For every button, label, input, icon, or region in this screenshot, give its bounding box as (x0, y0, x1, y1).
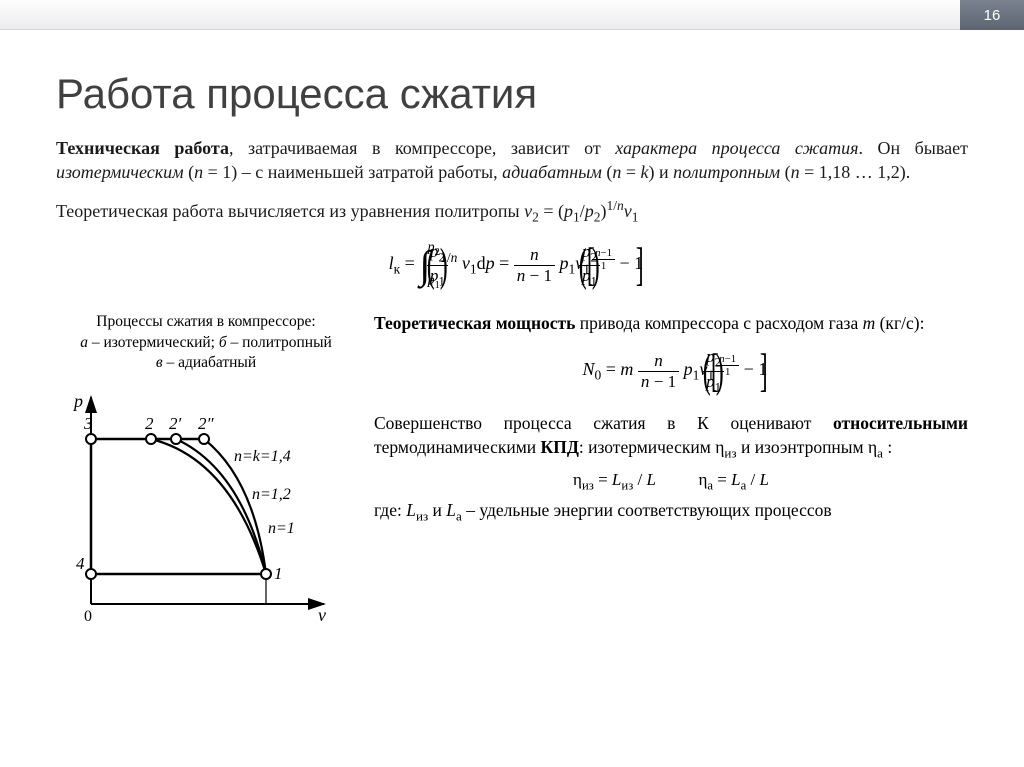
text-where: где: Lиз и Lа – удельные энергии соответ… (374, 499, 968, 525)
svg-text:1: 1 (274, 564, 283, 583)
svg-text:n=1,2: n=1,2 (252, 486, 291, 503)
header-bg-left (0, 0, 960, 30)
text-kpd: Совершенство процесса сжатия в К оценива… (374, 412, 968, 462)
slide-header: 16 (0, 0, 1024, 30)
equation-work: lк = ∫p1p2 (p2p1)1/n v1dp = nn − 1 p1v1 … (56, 238, 968, 292)
page-number: 16 (960, 0, 1024, 30)
svg-text:n=1: n=1 (268, 520, 295, 537)
svg-text:2″: 2″ (198, 414, 215, 433)
svg-text:0: 0 (84, 608, 92, 625)
svg-text:2′: 2′ (169, 414, 182, 433)
slide-title: Работа процесса сжатия (56, 70, 968, 118)
svg-text:v: v (318, 605, 326, 625)
svg-text:3: 3 (83, 414, 93, 433)
equation-eta: ηиз = Lиз / L ηа = Lа / L (374, 470, 968, 493)
paragraph-polytrope: Теоретическая работа вычисляется из урав… (56, 197, 968, 227)
svg-text:p: p (72, 391, 83, 411)
paragraph-intro: Техническая работа, затрачиваемая в комп… (56, 136, 968, 185)
svg-text:2: 2 (145, 414, 154, 433)
pv-diagram: p v 0 (56, 379, 346, 629)
text-power-intro: Теоретическая мощность привода компрессо… (374, 312, 968, 336)
svg-text:4: 4 (76, 554, 85, 573)
slide-content: Работа процесса сжатия Техническая работ… (0, 30, 1024, 767)
equation-power: N0 = m nn − 1 p1v1 [(p2p1)n−11 − 1] (374, 344, 968, 398)
diagram-caption: Процессы сжатия в компрессоре:а – изотер… (56, 312, 356, 372)
svg-text:n=k=1,4: n=k=1,4 (234, 448, 291, 465)
